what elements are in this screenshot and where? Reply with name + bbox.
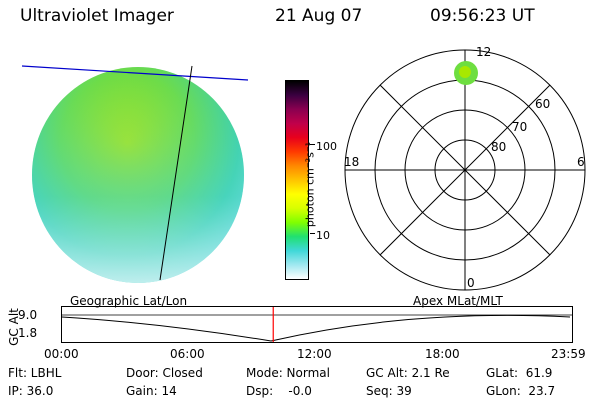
latlon-grid-line xyxy=(21,65,249,81)
mlt-label-18: 18 xyxy=(344,155,360,169)
polar-plot xyxy=(344,49,586,291)
x-tick-1800: 18:00 xyxy=(425,347,460,361)
lat-label-80: 80 xyxy=(491,140,507,154)
colorbar-tick-label-10: 10 xyxy=(316,229,330,242)
mlt-label-0: 0 xyxy=(467,276,475,290)
altitude-curve xyxy=(61,314,571,342)
mode-info: Mode: Normal xyxy=(246,366,330,380)
timeline-right-label: Apex MLat/MLT xyxy=(413,294,503,308)
timeline-frame xyxy=(61,306,573,343)
uv-earth-image xyxy=(21,65,249,283)
mlt-label-6: 6 xyxy=(577,155,585,169)
filter-info: Flt: LBHL xyxy=(8,366,62,380)
seq-info: Seq: 39 xyxy=(366,384,412,398)
colorbar-tick-10 xyxy=(310,233,315,234)
colorbar-tick-label-100: 100 xyxy=(316,140,337,153)
image-time: 09:56:23 UT xyxy=(430,6,535,26)
instrument-title: Ultraviolet Imager xyxy=(20,6,174,26)
x-tick-2359: 23:59 xyxy=(551,347,586,361)
ip-info: IP: 36.0 xyxy=(8,384,54,398)
image-date: 21 Aug 07 xyxy=(275,6,363,26)
meridian-line xyxy=(159,65,193,281)
colorbar xyxy=(285,80,309,280)
gain-info: Gain: 14 xyxy=(126,384,177,398)
gc-alt-info: GC Alt: 2.1 Re xyxy=(366,366,450,380)
lat-label-60: 60 xyxy=(535,97,551,111)
x-tick-1200: 12:00 xyxy=(297,347,332,361)
earth-disk-limb xyxy=(32,67,244,283)
glat-info: GLat: 61.9 xyxy=(486,366,553,380)
polar-diagonal-2 xyxy=(379,84,551,256)
colorbar-units: photon cm⁻²s⁻¹ xyxy=(303,141,317,228)
y-tick-1-8: 1.8 xyxy=(18,326,38,340)
timeline-left-label: Geographic Lat/Lon xyxy=(70,294,188,308)
y-tick-9: 9.0 xyxy=(18,308,38,322)
glon-info: GLon: 23.7 xyxy=(486,384,556,398)
x-tick-0600: 06:00 xyxy=(170,347,205,361)
x-tick-0000: 00:00 xyxy=(44,347,79,361)
colorbar-tick-100 xyxy=(310,144,315,145)
timeline-plot xyxy=(61,306,573,343)
mlt-label-12: 12 xyxy=(476,45,492,59)
dsp-info: Dsp: -0.0 xyxy=(246,384,312,398)
door-info: Door: Closed xyxy=(126,366,203,380)
lat-label-70: 70 xyxy=(512,120,528,134)
aurora-blob-core xyxy=(459,66,471,78)
